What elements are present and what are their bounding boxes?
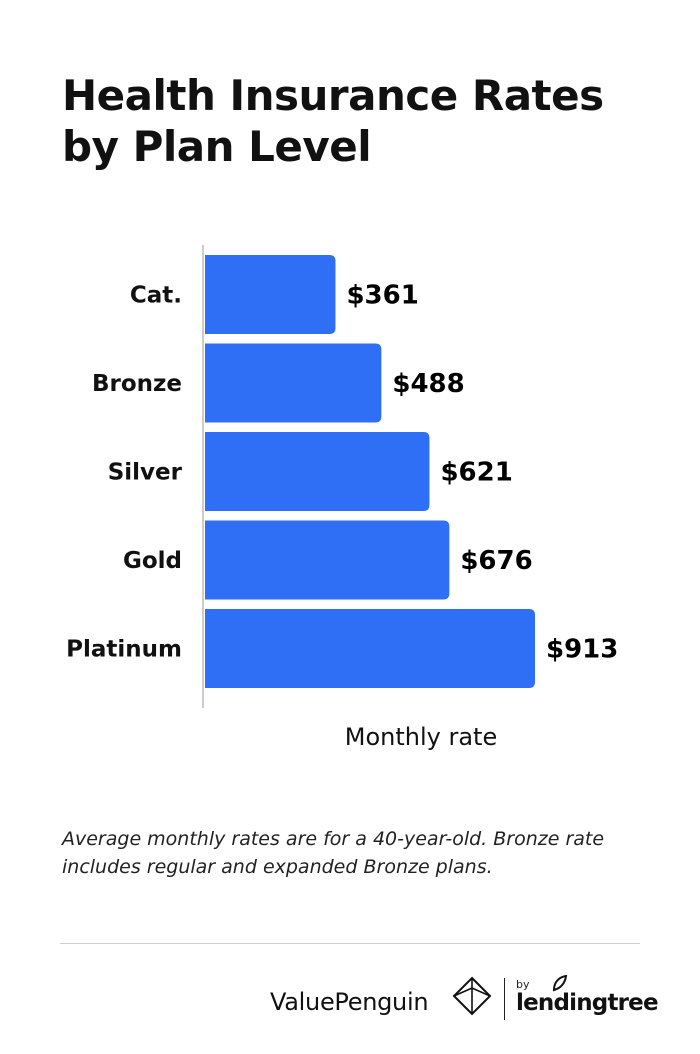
category-label: Bronze (92, 371, 182, 397)
category-label: Cat. (130, 283, 182, 309)
bar-chart: Cat. $361 Bronze $488 Silver $621 Gold $676 Plat… (66, 245, 618, 751)
category-label: Platinum (66, 637, 182, 663)
value-label: $621 (440, 458, 512, 488)
lendingtree-logo-text: lendingtree (516, 990, 659, 1016)
bar-gold (205, 520, 450, 600)
category-label: Silver (108, 460, 183, 486)
value-label: $361 (346, 281, 418, 311)
by-text: by (516, 978, 530, 991)
leaf-icon (552, 974, 568, 992)
value-label: $676 (460, 546, 532, 576)
bar-platinum (205, 609, 535, 688)
logo-separator (504, 978, 505, 1020)
x-axis-title: Monthly rate (345, 723, 497, 751)
bars-group: Cat. $361 Bronze $488 Silver $621 Gold $676 Plat… (66, 255, 618, 688)
chart-title: Health Insurance Rates by Plan Level (62, 71, 604, 172)
value-label: $488 (392, 369, 464, 399)
category-label: Gold (123, 548, 182, 574)
footer-divider (60, 943, 640, 944)
diamond-penguin-icon (452, 976, 492, 1016)
bar-silver (205, 432, 430, 511)
bar-cat (205, 255, 336, 334)
valuepenguin-logo-text: ValuePenguin (270, 988, 429, 1016)
value-label: $913 (546, 635, 618, 665)
footer-logos: ValuePenguin by lendingtree (270, 972, 659, 1022)
footnote: Average monthly rates are for a 40-year-… (62, 828, 605, 878)
bar-bronze (205, 343, 382, 423)
